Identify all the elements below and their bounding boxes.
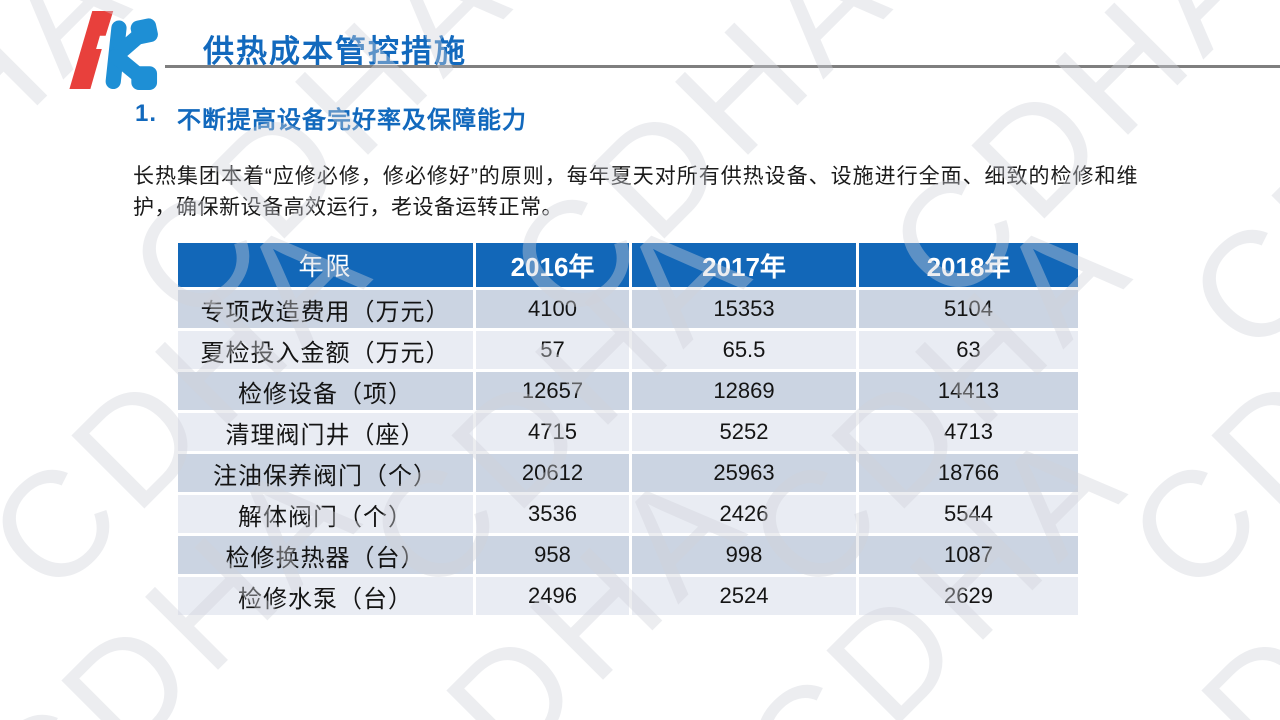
table-header-row: 年限 2016年 2017年 2018年: [178, 243, 1078, 287]
watermark-text: CDHA: [1095, 175, 1280, 624]
cell-value: 958: [476, 536, 629, 574]
watermark-text: CDHA: [0, 175, 24, 624]
row-label: 检修设备（项）: [178, 372, 473, 410]
cell-value: 18766: [859, 454, 1078, 492]
cell-value: 63: [859, 331, 1078, 369]
section-heading-text: 不断提高设备完好率及保障能力: [177, 107, 528, 134]
cell-value: 5544: [859, 495, 1078, 533]
watermark-text: CDHA: [1085, 430, 1280, 720]
cell-value: 4715: [476, 413, 629, 451]
cell-value: 2629: [859, 577, 1078, 615]
cell-value: 65.5: [632, 331, 856, 369]
row-label: 注油保养阀门（个）: [178, 454, 473, 492]
cell-value: 4100: [476, 290, 629, 328]
cell-value: 5252: [632, 413, 856, 451]
cell-value: 4713: [859, 413, 1078, 451]
cell-value: 5104: [859, 290, 1078, 328]
company-logo-icon: [69, 10, 158, 90]
table-row: 夏检投入金额（万元） 57 65.5 63: [178, 331, 1078, 369]
table-row: 检修换热器（台） 958 998 1087: [178, 536, 1078, 574]
cell-value: 2426: [632, 495, 856, 533]
table-row: 清理阀门井（座） 4715 5252 4713: [178, 413, 1078, 451]
page-title: 供热成本管控措施: [203, 34, 467, 69]
column-header-2017: 2017年: [632, 243, 856, 287]
cell-value: 12869: [632, 372, 856, 410]
cell-value: 25963: [632, 454, 856, 492]
row-label: 检修换热器（台）: [178, 536, 473, 574]
cell-value: 3536: [476, 495, 629, 533]
cell-value: 2496: [476, 577, 629, 615]
cell-value: 12657: [476, 372, 629, 410]
section-number: 1.: [135, 100, 158, 127]
column-header-2018: 2018年: [859, 243, 1078, 287]
table-row: 专项改造费用（万元） 4100 15353 5104: [178, 290, 1078, 328]
row-label: 清理阀门井（座）: [178, 413, 473, 451]
cell-value: 57: [476, 331, 629, 369]
cell-value: 998: [632, 536, 856, 574]
cell-value: 15353: [632, 290, 856, 328]
section-heading: 1. 不断提高设备完好率及保障能力: [135, 100, 527, 135]
title-divider: [165, 65, 1280, 68]
watermark-text: CDHA: [1155, 0, 1280, 384]
row-label: 夏检投入金额（万元）: [178, 331, 473, 369]
row-label: 解体阀门（个）: [178, 495, 473, 533]
cell-value: 2524: [632, 577, 856, 615]
table-row: 检修设备（项） 12657 12869 14413: [178, 372, 1078, 410]
body-paragraph: 长热集团本着“应修必修，修必修好”的原则，每年夏天对所有供热设备、设施进行全面、…: [133, 165, 1138, 219]
cell-value: 1087: [859, 536, 1078, 574]
cell-value: 14413: [859, 372, 1078, 410]
table-row: 解体阀门（个） 3536 2426 5544: [178, 495, 1078, 533]
column-header-2016: 2016年: [476, 243, 629, 287]
row-label: 检修水泵（台）: [178, 577, 473, 615]
column-header-year-label: 年限: [178, 243, 473, 287]
cost-control-table: 年限 2016年 2017年 2018年 专项改造费用（万元） 4100 153…: [175, 240, 1081, 618]
row-label: 专项改造费用（万元）: [178, 290, 473, 328]
cell-value: 20612: [476, 454, 629, 492]
table-row: 检修水泵（台） 2496 2524 2629: [178, 577, 1078, 615]
table-row: 注油保养阀门（个） 20612 25963 18766: [178, 454, 1078, 492]
